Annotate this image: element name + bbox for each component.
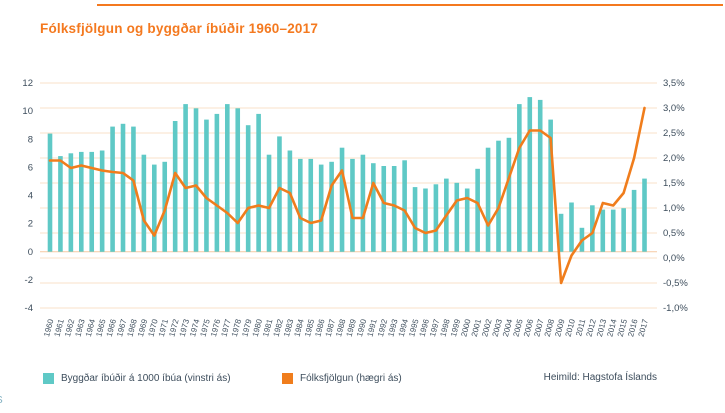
right-axis-tick-label: 2,0%	[663, 153, 685, 164]
top-divider-rule	[97, 4, 723, 6]
left-axis-tick-label: 4	[28, 191, 33, 202]
bar-2016	[631, 189, 637, 252]
right-axis-tick-label: 0,5%	[663, 228, 685, 239]
bar-1977	[225, 104, 230, 252]
bar-1993	[391, 166, 397, 252]
bar-2015	[621, 208, 626, 252]
bar-1989	[350, 158, 355, 252]
bar-2003	[496, 140, 501, 252]
bar-1984	[298, 158, 303, 252]
bar-1967	[120, 123, 126, 252]
bar-1991	[371, 163, 376, 252]
bar-2013	[600, 209, 606, 252]
left-axis-tick-label: 12	[22, 78, 33, 89]
bar-2014	[610, 209, 616, 252]
bar-2017	[642, 178, 647, 252]
bar-1962	[68, 153, 74, 252]
source-note: Heimild: Hagstofa Íslands	[543, 372, 657, 383]
bar-1979	[245, 125, 251, 252]
bar-1973	[183, 104, 188, 252]
bar-1976	[214, 113, 220, 252]
bar-2010	[569, 202, 574, 252]
line-series-swatch-icon	[282, 372, 293, 384]
bar-1988	[339, 147, 345, 252]
bar-1972	[172, 121, 178, 252]
left-axis-tick-label: -2	[25, 275, 33, 286]
bar-1974	[193, 108, 199, 252]
bar-1964	[89, 151, 95, 252]
bar-1995	[412, 187, 418, 252]
left-axis-tick-label: -4	[25, 303, 33, 314]
bar-1987	[329, 161, 334, 252]
left-axis-tick-label: 10	[22, 106, 33, 117]
bar-1999	[454, 182, 460, 252]
left-axis-tick-label: 0	[28, 247, 33, 258]
bar-2006	[527, 97, 533, 252]
bar-1994	[402, 160, 407, 252]
left-axis-tick-label: 8	[28, 134, 33, 145]
chart-title: Fólksfjölgun og byggðar íbúðir 1960–2017	[40, 21, 319, 36]
population-growth-line	[48, 106, 646, 285]
bar-1985	[308, 158, 314, 252]
legend-item-bars: Byggðar íbúðir á 1000 íbúa (vinstri ás)	[43, 371, 231, 385]
right-axis-tick-label: 1,5%	[663, 178, 685, 189]
right-axis-tick-label: 0,0%	[663, 253, 685, 264]
x-axis-year-label: 2011	[574, 318, 587, 337]
clipped-edge-artifact: S	[0, 395, 3, 406]
bar-2008	[548, 119, 553, 252]
bar-2012	[590, 205, 595, 252]
bar-2007	[537, 99, 543, 252]
bar-1978	[235, 108, 241, 252]
right-axis-tick-label: -0,5%	[663, 278, 688, 289]
legend-item-line: Fólksfjölgun (hægri ás)	[282, 371, 402, 385]
bar-1990	[360, 154, 366, 252]
bar-2004	[506, 137, 512, 252]
bar-1970	[152, 164, 157, 252]
bar-1992	[381, 166, 387, 252]
bar-1969	[141, 154, 147, 252]
bar-1965	[99, 150, 105, 252]
bar-1997	[433, 184, 439, 252]
bar-1966	[110, 126, 115, 252]
bar-1980	[256, 113, 261, 252]
legend-label-bars: Byggðar íbúðir á 1000 íbúa (vinstri ás)	[61, 372, 231, 384]
bar-2000	[464, 188, 470, 252]
right-axis-tick-label: 3,5%	[663, 78, 685, 89]
bar-2005	[517, 104, 522, 252]
right-axis-tick-label: -1,0%	[663, 303, 688, 314]
bar-1968	[131, 126, 136, 252]
left-axis-tick-label: 6	[28, 162, 33, 173]
right-axis-tick-label: 3,0%	[663, 103, 685, 114]
right-axis-tick-label: 1,0%	[663, 203, 685, 214]
bar-1983	[287, 150, 293, 252]
right-axis-tick-label: 2,5%	[663, 128, 685, 139]
bar-1982	[277, 136, 282, 252]
bar-2001	[475, 168, 480, 252]
bar-2009	[558, 213, 564, 252]
bar-series-swatch-icon	[43, 372, 54, 384]
bar-1986	[318, 164, 324, 252]
bar-1963	[78, 151, 84, 252]
legend-label-line: Fólksfjölgun (hægri ás)	[300, 372, 402, 384]
bar-1981	[266, 154, 272, 252]
bar-1975	[204, 119, 209, 252]
bar-2002	[485, 147, 491, 252]
left-axis-tick-label: 2	[28, 219, 33, 230]
chart-legend: Byggðar íbúðir á 1000 íbúa (vinstri ás) …	[0, 371, 725, 391]
bar-1961	[58, 156, 63, 252]
bar-1996	[423, 188, 428, 252]
bar-1960	[47, 133, 53, 252]
